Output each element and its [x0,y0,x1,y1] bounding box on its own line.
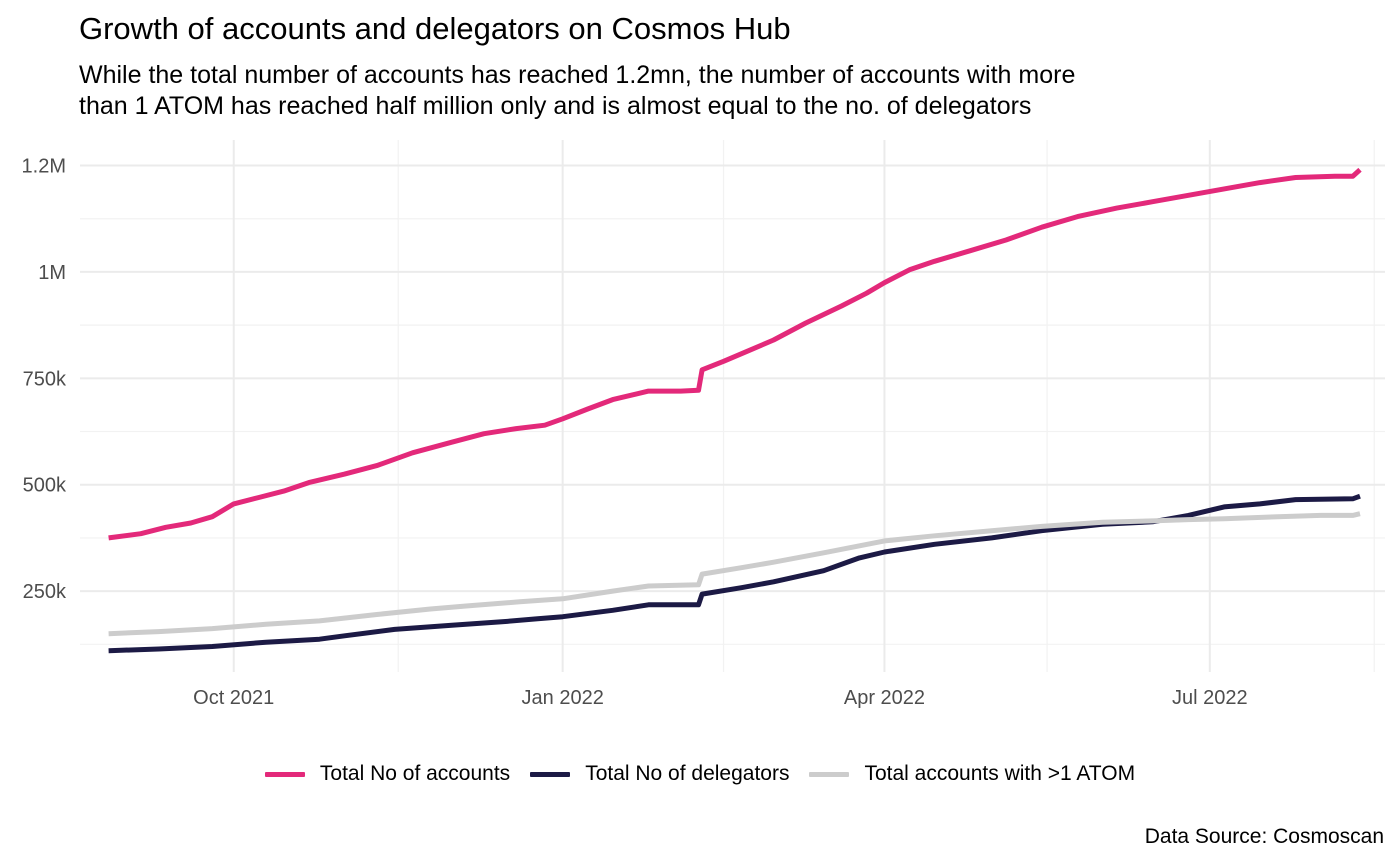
major-gridlines [80,140,1385,672]
series-lines [108,167,1362,654]
y-axis-ticks: 250k 500k 750k 1M 1.2M [22,156,67,604]
chart-title: Growth of accounts and delegators on Cos… [79,11,791,46]
chart-subtitle: While the total number of accounts has r… [79,60,1075,122]
x-axis-ticks: Oct 2021 Jan 2022 Apr 2022 Jul 2022 [193,687,1247,709]
legend-label-atom-accounts: Total accounts with >1 ATOM [864,762,1136,785]
y-tick-label: 250k [23,581,67,603]
legend: Total No of accounts Total No of delegat… [0,762,1400,786]
series-line-1 [108,167,1362,541]
y-tick-label: 750k [23,368,67,390]
legend-label-delegators: Total No of delegators [585,762,790,785]
series-line-3 [108,511,1361,637]
legend-key-atom-accounts [809,771,850,777]
data-source-caption: Data Source: Cosmoscan [1144,825,1384,848]
minor-gridlines [80,140,1385,672]
subtitle-line-1: While the total number of accounts has r… [79,61,1076,89]
legend-key-delegators [530,771,571,777]
x-tick-label: Oct 2021 [193,687,274,709]
y-tick-label: 500k [23,475,67,497]
legend-item-atom-accounts: Total accounts with >1 ATOM [809,762,1135,786]
legend-key-accounts [264,771,305,777]
x-tick-label: Jan 2022 [522,687,604,709]
x-tick-label: Apr 2022 [844,687,925,709]
legend-item-accounts: Total No of accounts [264,762,511,786]
y-tick-label: 1M [38,262,66,284]
x-tick-label: Jul 2022 [1172,687,1248,709]
series-line-2 [108,493,1361,654]
subtitle-line-2: than 1 ATOM has reached half million onl… [79,92,1032,120]
legend-label-accounts: Total No of accounts [319,762,511,785]
legend-item-delegators: Total No of delegators [530,762,789,786]
y-tick-label: 1.2M [22,156,66,178]
